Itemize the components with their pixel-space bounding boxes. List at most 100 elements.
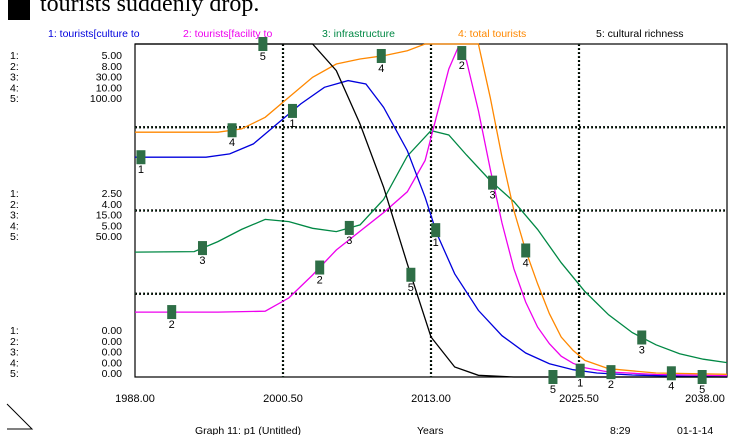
page-title: tourists suddenly drop. <box>40 0 260 17</box>
marker-box <box>197 241 207 256</box>
marker-label: 4 <box>668 380 674 392</box>
x-tick-label: 2013.00 <box>411 393 451 405</box>
scale-series-label: 1: <box>10 188 19 200</box>
marker-box <box>548 370 558 384</box>
series-marker-1: 1 <box>431 223 441 249</box>
marker-label: 2 <box>459 60 465 72</box>
scale-series-label: 4: <box>10 220 19 232</box>
scale-value-bottom: 0.00 <box>102 336 123 348</box>
scale-series-label: 5: <box>10 368 19 380</box>
scale-value-top: 5.00 <box>102 50 123 62</box>
scale-series-label: 3: <box>10 72 19 84</box>
series-marker-2: 2 <box>315 260 325 287</box>
marker-label: 3 <box>490 190 496 202</box>
marker-box <box>488 175 498 190</box>
x-tick-label: 1988.00 <box>115 393 155 405</box>
scale-series-label: 1: <box>10 325 19 337</box>
series-marker-4: 4 <box>227 123 237 149</box>
scale-series-label: 5: <box>10 231 19 243</box>
series-marker-5: 5 <box>548 370 558 396</box>
x-tick-label: 2025.50 <box>559 393 599 405</box>
series-line-4 <box>135 43 728 375</box>
legend-item-1: 1: tourists[culture to <box>48 28 140 40</box>
marker-label: 1 <box>433 237 439 249</box>
series-marker-1: 1 <box>287 103 297 130</box>
marker-label: 3 <box>639 344 645 356</box>
title-block-icon <box>8 0 30 20</box>
scale-value-top: 10.00 <box>96 82 122 94</box>
scale-value-bottom: 0.00 <box>102 325 123 337</box>
scale-value-top: 8.00 <box>102 61 123 73</box>
gridlines <box>135 44 727 377</box>
marker-label: 3 <box>199 255 205 267</box>
scale-series-label: 2: <box>10 336 19 348</box>
marker-label: 1 <box>289 118 295 130</box>
marker-box <box>431 223 441 238</box>
marker-label: 2 <box>317 275 323 287</box>
scale-series-label: 3: <box>10 347 19 359</box>
marker-label: 5 <box>550 384 556 396</box>
series-marker-4: 4 <box>376 48 386 75</box>
legend: 1: tourists[culture to 2: tourists[facili… <box>48 28 684 40</box>
series-line-5 <box>135 43 727 378</box>
scale-series-label: 2: <box>10 199 19 211</box>
series-marker-2: 2 <box>457 46 467 72</box>
series-marker-5: 5 <box>406 267 416 294</box>
scale-value-bottom: 0.00 <box>102 347 123 359</box>
series-marker-5: 5 <box>697 370 707 396</box>
series-markers: 1 1 1 1 2 2 2 2 3 3 3 3 4 4 4 4 5 5 5 5 <box>136 37 707 396</box>
marker-label: 4 <box>378 63 384 75</box>
marker-box <box>344 220 354 235</box>
legend-item-4: 4: total tourists <box>458 28 526 40</box>
scale-value-top: 30.00 <box>96 72 122 84</box>
graph-label: Graph 11: p1 (Untitled) <box>195 425 301 435</box>
series-marker-3: 3 <box>488 175 498 202</box>
footer: Graph 11: p1 (Untitled) Years 8:29 01-1-14 <box>6 403 713 435</box>
marker-box <box>136 150 146 165</box>
x-tick-label: 2038.00 <box>685 393 725 405</box>
legend-item-5: 5: cultural richness <box>596 28 684 40</box>
marker-box <box>287 103 297 118</box>
footer-time: 8:29 <box>610 425 631 435</box>
scale-series-label: 4: <box>10 82 19 94</box>
marker-label: 2 <box>169 319 175 331</box>
x-axis-ticks: 1988.00 2000.50 2013.00 2025.50 2038.00 <box>115 393 725 405</box>
series-marker-4: 4 <box>521 243 531 269</box>
resize-corner-icon <box>6 403 34 430</box>
marker-label: 5 <box>699 384 705 396</box>
scale-value-mid: 15.00 <box>96 210 122 222</box>
x-tick-label: 2000.50 <box>263 393 303 405</box>
legend-item-3: 3: infrastructure <box>322 28 395 40</box>
scale-value-top: 100.00 <box>90 93 122 105</box>
marker-label: 3 <box>346 235 352 247</box>
series-marker-3: 3 <box>637 330 647 356</box>
scale-value-mid: 50.00 <box>96 231 122 243</box>
marker-label: 2 <box>608 379 614 391</box>
marker-label: 5 <box>260 51 266 63</box>
series-line-3 <box>134 129 728 364</box>
series-marker-4: 4 <box>666 366 676 392</box>
series-marker-2: 2 <box>167 305 177 331</box>
series-marker-2: 2 <box>606 365 616 391</box>
legend-item-2: 2: tourists[facility to <box>183 28 272 40</box>
scale-series-label: 1: <box>10 50 19 62</box>
scale-series-label: 5: <box>10 93 19 105</box>
marker-label: 4 <box>523 257 529 269</box>
marker-box <box>457 46 467 61</box>
marker-label: 4 <box>229 137 235 149</box>
scale-series-label: 4: <box>10 357 19 369</box>
marker-box <box>521 243 531 258</box>
series-marker-3: 3 <box>344 220 354 247</box>
scale-value-mid: 5.00 <box>102 220 123 232</box>
x-axis-label: Years <box>417 425 443 435</box>
marker-box <box>697 370 707 384</box>
series-marker-3: 3 <box>197 241 207 267</box>
scale-value-bottom: 0.00 <box>102 357 123 369</box>
marker-box <box>666 366 676 381</box>
marker-box <box>575 363 585 378</box>
marker-label: 1 <box>577 378 583 390</box>
marker-box <box>376 48 386 63</box>
marker-box <box>606 365 616 380</box>
marker-box <box>258 37 268 51</box>
